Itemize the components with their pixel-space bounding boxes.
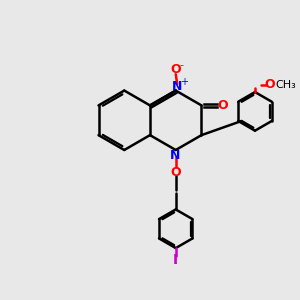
Text: I: I (173, 253, 178, 267)
Text: O: O (170, 63, 181, 76)
Text: CH₃: CH₃ (276, 80, 297, 90)
Text: N: N (172, 80, 182, 93)
Text: O: O (218, 99, 229, 112)
Text: +: + (180, 77, 188, 87)
Text: O: O (170, 166, 181, 179)
Text: O: O (265, 78, 275, 91)
Text: N: N (170, 149, 180, 162)
Text: -: - (180, 60, 184, 70)
